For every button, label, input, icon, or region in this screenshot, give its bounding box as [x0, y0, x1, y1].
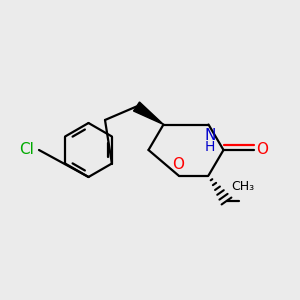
- Polygon shape: [134, 102, 164, 124]
- Text: O: O: [256, 142, 268, 158]
- Text: H: H: [205, 140, 215, 154]
- Text: O: O: [172, 157, 184, 172]
- Text: Cl: Cl: [19, 142, 34, 158]
- Text: N: N: [204, 128, 216, 142]
- Text: CH₃: CH₃: [231, 180, 254, 193]
